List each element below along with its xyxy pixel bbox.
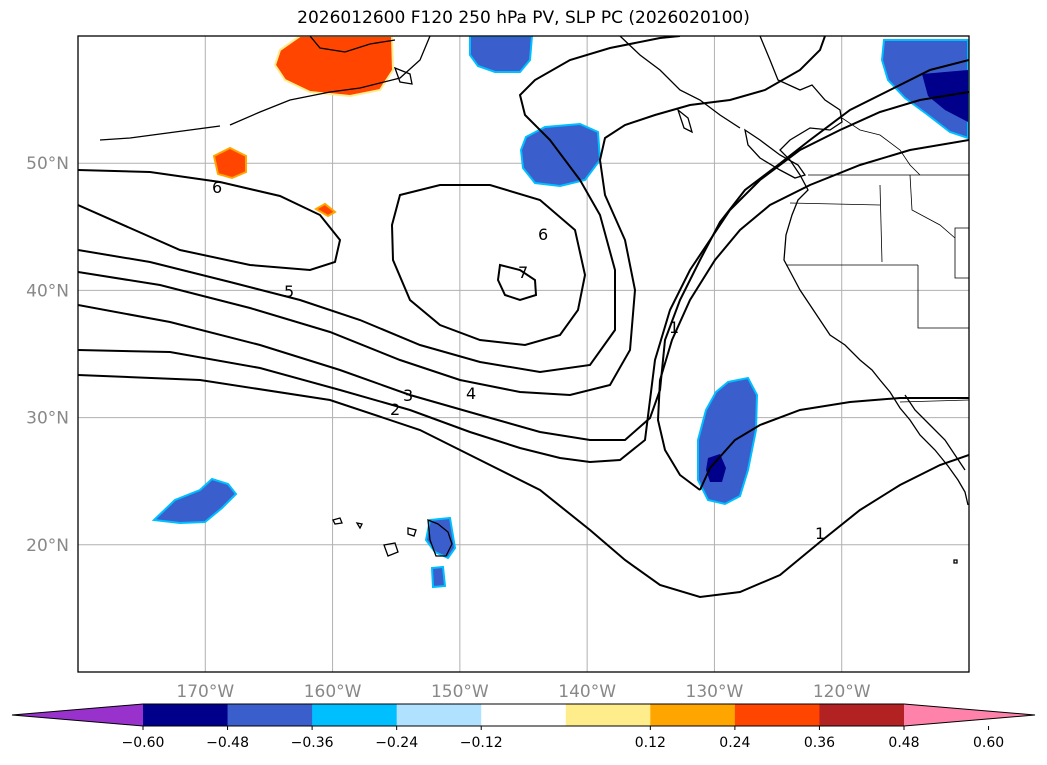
coastline-alaska-interior <box>309 36 396 53</box>
contour-label: 4 <box>466 384 476 403</box>
colorbar-tick-label: −0.24 <box>375 735 418 751</box>
coastline-hawaii-niihau <box>355 522 363 530</box>
coastline-baja-inner <box>904 394 966 471</box>
coastline-hawaii-maui <box>407 527 417 537</box>
contour-label: 3 <box>403 386 413 405</box>
longitude-tick-labels: 170°W 160°W 150°W 140°W 130°W 120°W <box>176 682 870 702</box>
neg-anomaly-gulf <box>469 36 534 73</box>
neg-anomaly-hawaii-b <box>430 565 447 589</box>
coastline-hawaii-kauai <box>332 517 343 525</box>
political-boundaries <box>786 117 969 403</box>
slp-contours <box>78 36 969 599</box>
state-wa-or <box>789 202 881 206</box>
lat-tick-label: 50°N <box>26 154 69 174</box>
canada-bc-boundary <box>841 117 921 176</box>
colorbar-tick-label: −0.12 <box>460 735 503 751</box>
contour-label: 2 <box>390 400 400 419</box>
contour-1-lower <box>699 397 969 491</box>
colorbar-segment <box>143 704 229 726</box>
contour-6-center <box>390 184 587 347</box>
neg-anomaly-130w-core <box>706 454 726 482</box>
pos-anomaly-168w-50n <box>212 146 247 180</box>
mexico-border <box>899 399 969 403</box>
lat-tick-label: 30°N <box>26 409 69 429</box>
colorbar-segment <box>650 704 736 726</box>
colorbar-tick-label: 0.24 <box>719 735 750 751</box>
coastline-aleutians <box>99 125 221 141</box>
latitude-tick-labels: 20°N 30°N 40°N 50°N <box>26 154 69 556</box>
state-nv-ca <box>917 265 969 329</box>
pos-anomaly-alaska <box>273 36 395 98</box>
colorbar-tick-label: 0.48 <box>888 735 919 751</box>
coastline-hawaii-big <box>427 518 453 557</box>
lon-tick-label: 170°W <box>176 682 234 702</box>
colorbar-extend-min <box>12 704 143 726</box>
lon-tick-label: 130°W <box>686 682 744 702</box>
colorbar-segment <box>481 704 567 726</box>
lon-tick-label: 140°W <box>558 682 616 702</box>
lon-tick-label: 150°W <box>431 682 489 702</box>
colorbar-segment <box>734 704 820 726</box>
coastline-north-america <box>759 36 969 506</box>
colorbar-segment <box>227 704 313 726</box>
colorbar-segment <box>565 704 651 726</box>
coastline-alaska-panhandle <box>619 36 741 129</box>
pos-anomaly-161w-47n <box>313 202 337 218</box>
contour-7 <box>496 263 538 302</box>
coastline-alaska-south <box>229 36 431 126</box>
contour-label: 1 <box>669 318 679 337</box>
lat-tick-label: 20°N <box>26 536 69 556</box>
state-mt-id <box>909 174 956 239</box>
contour-1-outer <box>78 374 969 599</box>
colorbar-tick-label: 0.12 <box>635 735 666 751</box>
lon-tick-label: 160°W <box>304 682 362 702</box>
state-az <box>954 227 969 279</box>
lon-tick-label: 120°W <box>813 682 871 702</box>
colorbar-segment <box>312 704 398 726</box>
colorbar-tick-label: 0.36 <box>804 735 835 751</box>
colorbar: −0.60 −0.48 −0.36 −0.24 −0.12 0.12 0.24 0.36 0.4… <box>11 703 1036 751</box>
colorbar-segment <box>819 704 905 726</box>
coastline-hawaii-oahu <box>383 542 399 557</box>
contour-label: 6 <box>538 225 548 244</box>
contour-label: 5 <box>284 282 294 301</box>
contour-label: 1 <box>815 524 825 543</box>
colorbar-segment <box>396 704 482 726</box>
contour-4 <box>78 36 826 397</box>
contour-5 <box>78 36 681 374</box>
state-id <box>879 184 883 263</box>
coastline-island-east <box>953 559 958 564</box>
contour-6-west <box>78 169 342 272</box>
contour-labels: 6 7 6 5 4 3 2 1 1 <box>212 178 825 543</box>
map-title: 2026012600 F120 250 hPa PV, SLP PC (2026… <box>297 8 750 28</box>
contour-2 <box>78 91 969 464</box>
contour-1-inner <box>656 139 969 491</box>
neg-anomaly-170w-22n <box>151 477 238 525</box>
lat-tick-label: 40°N <box>26 281 69 301</box>
colorbar-tick-label: 0.60 <box>973 735 1004 751</box>
coastlines <box>99 36 969 564</box>
contour-label: 6 <box>212 178 222 197</box>
coastline-vancouver-island <box>744 128 807 179</box>
contour-3 <box>78 59 969 441</box>
colorbar-tick-label: −0.36 <box>291 735 334 751</box>
coastline-haida-gwaii <box>676 108 694 134</box>
colorbar-tick-label: −0.60 <box>122 735 165 751</box>
colorbar-tick-label: −0.48 <box>206 735 249 751</box>
coastline-kodiak <box>393 66 413 85</box>
contour-label: 7 <box>518 263 528 282</box>
colorbar-extend-max <box>904 704 1035 726</box>
